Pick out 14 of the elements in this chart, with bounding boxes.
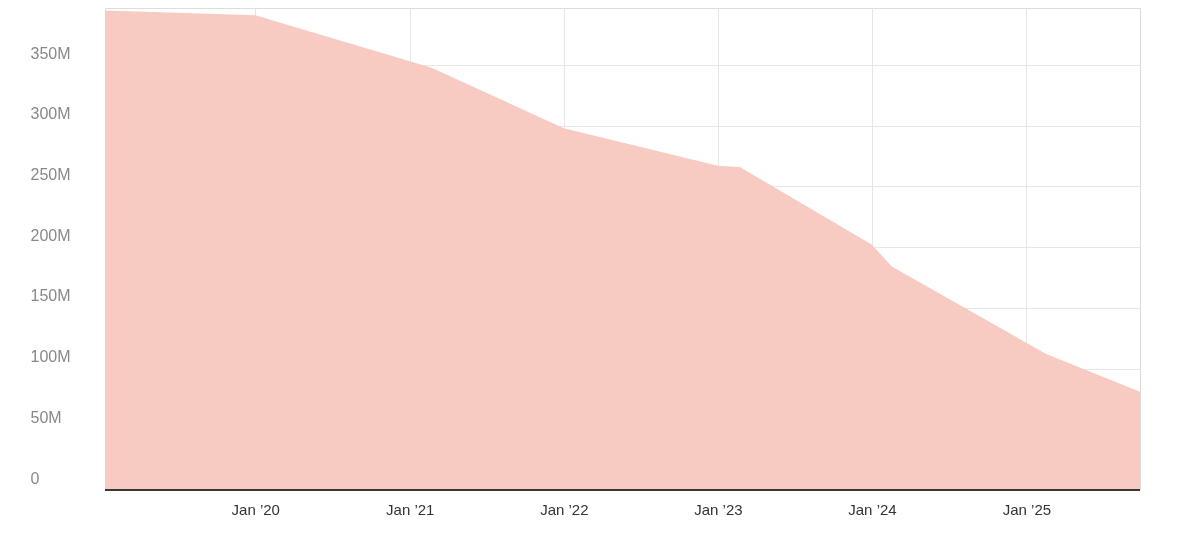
x-tick-label: Jan ’22 <box>540 500 589 518</box>
y-tick-label: 300M <box>30 105 71 123</box>
y-tick-label: 150M <box>30 287 71 305</box>
x-tick-label: Jan ’25 <box>1002 500 1052 518</box>
x-tick-label: Jan ’23 <box>694 500 743 518</box>
x-tick-label: Jan ’24 <box>848 500 897 518</box>
y-tick-label: 350M <box>30 44 71 62</box>
y-tick-label: 100M <box>30 348 71 366</box>
x-tick-label: Jan ’21 <box>386 500 435 518</box>
y-tick-label: 50M <box>30 408 62 426</box>
y-tick-label: 0 <box>30 469 40 487</box>
x-tick-label: Jan ’20 <box>231 500 280 518</box>
y-tick-label: 200M <box>30 226 71 244</box>
y-tick-label: 250M <box>30 165 71 183</box>
